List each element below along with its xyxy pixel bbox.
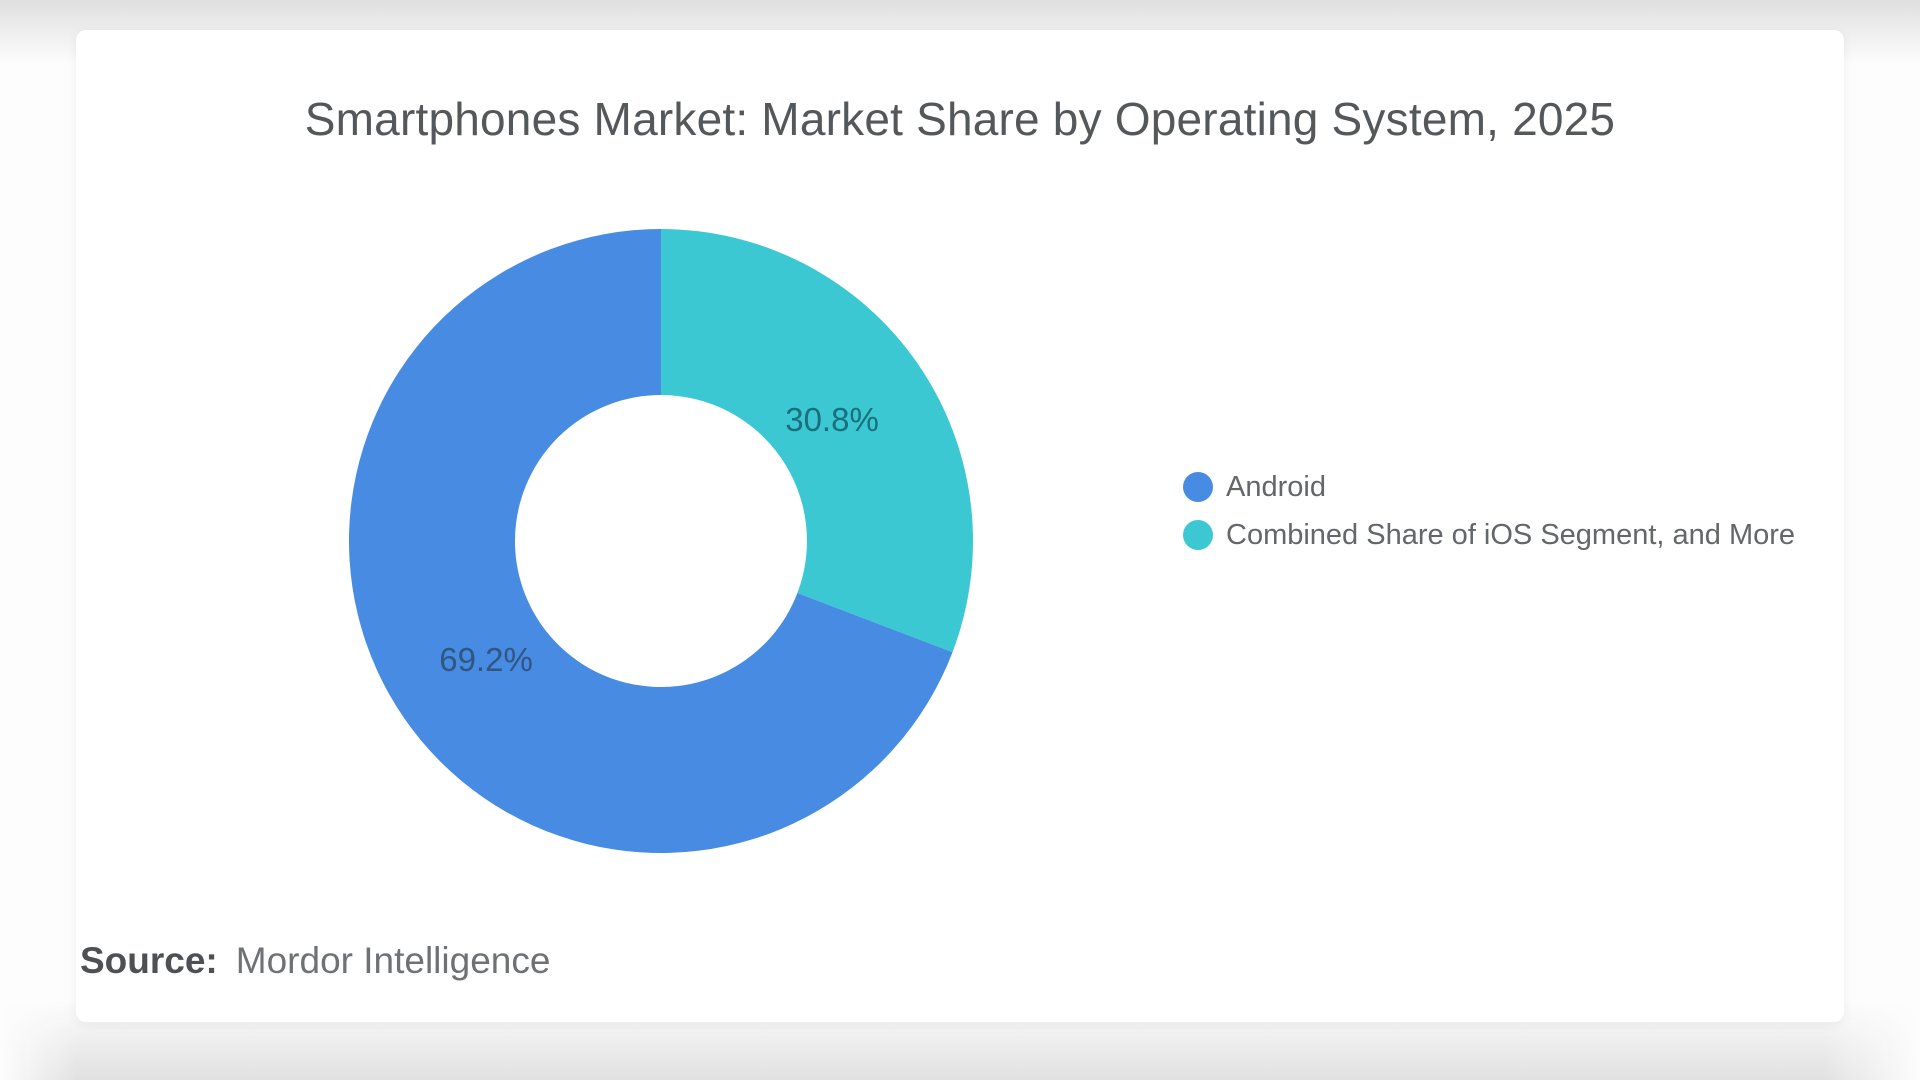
legend-label-ios-combined: Combined Share of iOS Segment, and More	[1226, 518, 1796, 551]
donut-svg	[349, 229, 973, 853]
slice-label-android: 69.2%	[439, 641, 533, 678]
source-prefix: Source:	[80, 940, 218, 981]
donut-chart	[349, 229, 973, 853]
legend-label-android: Android	[1226, 470, 1326, 503]
pie-slice-0[interactable]	[349, 229, 953, 853]
legend-swatch-ios-combined-icon	[1183, 520, 1213, 550]
legend-item-ios-combined[interactable]: Combined Share of iOS Segment, and More	[1183, 511, 1795, 559]
legend-item-android[interactable]: Android	[1183, 463, 1795, 511]
pie-slice-1[interactable]	[661, 229, 973, 653]
chart-title: Smartphones Market: Market Share by Oper…	[304, 93, 1616, 145]
legend-swatch-android-icon	[1183, 472, 1213, 502]
chart-legend: Android Combined Share of iOS Segment, a…	[1183, 463, 1795, 559]
slice-label-ios-combined: 30.8%	[785, 401, 879, 438]
source-text: Mordor Intelligence	[235, 940, 551, 981]
source-line: Source: Mordor Intelligence	[80, 940, 550, 982]
chart-card: Smartphones Market: Market Share by Oper…	[76, 30, 1844, 1022]
